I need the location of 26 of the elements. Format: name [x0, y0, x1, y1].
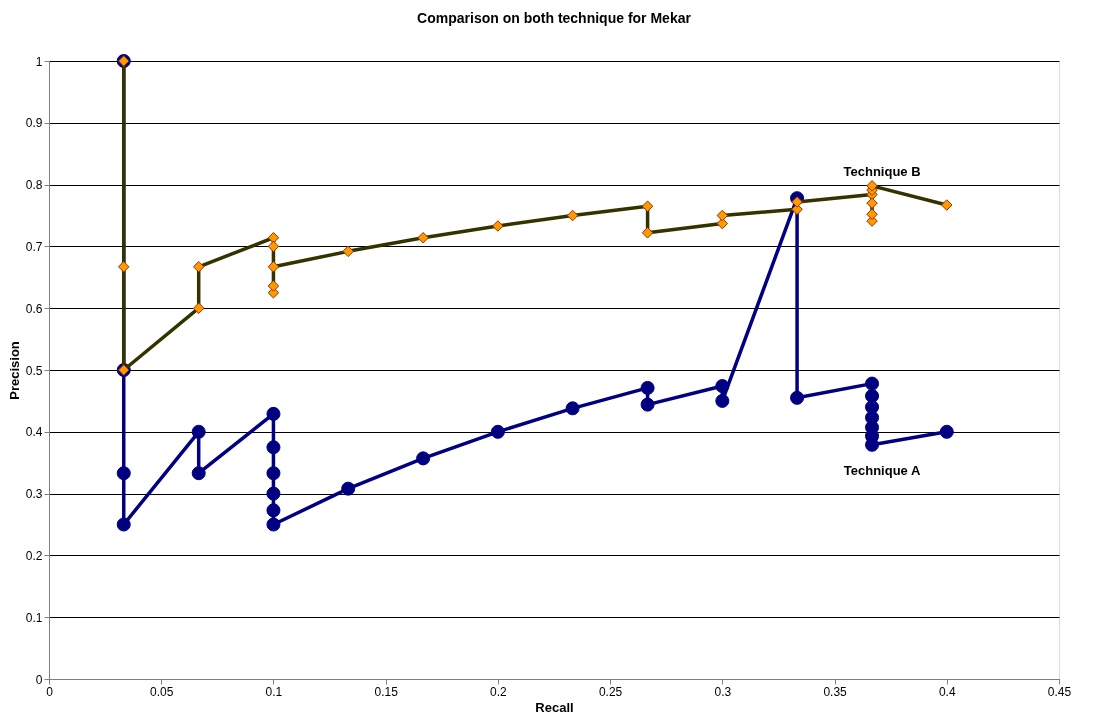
y-tick-label: 0.8	[25, 178, 43, 193]
series-label: Technique A	[843, 462, 921, 478]
y-tick-label: 0.1	[25, 610, 43, 625]
y-tick-label: 0.2	[25, 548, 43, 563]
x-axis-title: Recall	[535, 699, 574, 715]
x-tick-label: 0.45	[1047, 684, 1072, 699]
y-tick-label: 0	[35, 672, 43, 687]
x-tick-label: 0.05	[150, 684, 174, 699]
x-tick-label: 0.4	[938, 684, 956, 699]
y-tick-label: 1	[35, 54, 43, 69]
y-tick-label: 0.9	[25, 116, 43, 131]
x-tick-label: 0.15	[374, 684, 399, 699]
x-tick-label: 0.25	[598, 684, 623, 699]
y-axis-title: Precision	[6, 341, 22, 400]
series-label: Technique B	[843, 163, 921, 179]
y-tick-label: 0.5	[25, 363, 43, 378]
y-tick-label: 0.7	[25, 239, 43, 254]
x-tick-label: 0.35	[823, 684, 848, 699]
y-tick-label: 0.6	[25, 301, 43, 316]
y-tick-label: 0.3	[25, 487, 43, 502]
chart-title: Comparison on both technique for Mekar	[417, 10, 692, 27]
y-tick-label: 0.4	[25, 425, 43, 440]
x-tick-label: 0.2	[490, 684, 508, 699]
x-tick-label: 0.1	[265, 684, 283, 699]
x-tick-label: 0	[46, 684, 54, 699]
x-tick-label: 0.3	[714, 684, 732, 699]
